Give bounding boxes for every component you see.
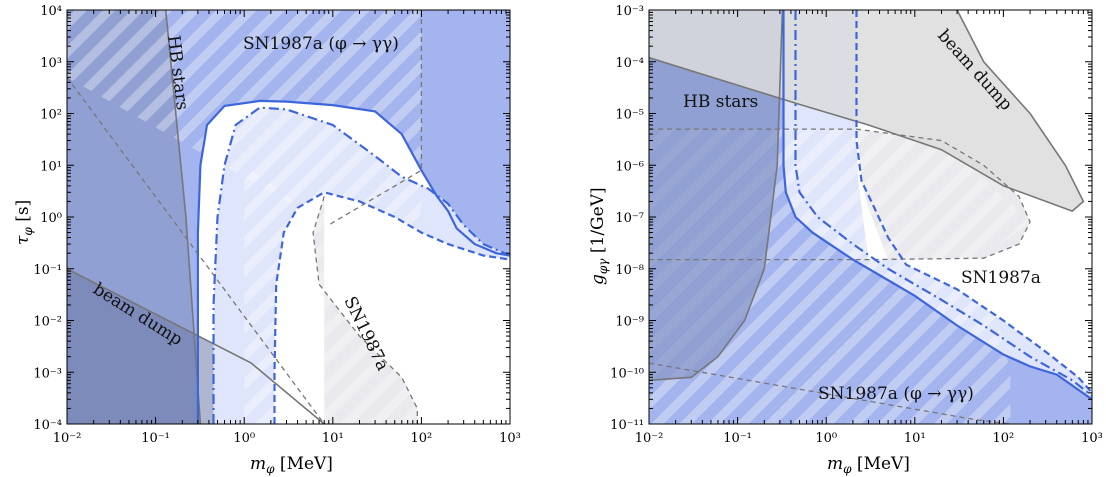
dashdot-sensitivity-curve [212, 106, 510, 424]
hatched-region-sn1987a-cooling [244, 165, 422, 424]
sn1987a-cooling-boundary [312, 196, 418, 424]
right-y-tick-label: 10⁻⁷ [615, 211, 644, 226]
left-y-tick-label: 10⁻⁴ [33, 418, 62, 433]
left-x-tick-label: 10⁰ [233, 431, 255, 446]
right-y-tick-label: 10⁻⁹ [615, 315, 644, 330]
annot-hb-stars: HB stars [683, 92, 758, 112]
beam-dump-boundary [67, 268, 325, 424]
left-y-tick-label: 10³ [40, 56, 62, 71]
right-axis-ticks: 10⁻² 10⁻¹ 10⁰ 10¹ 10² 10³ 10⁻¹¹ 10⁻¹⁰ 10⁻⁹ 10⁻⁸ 10… [610, 4, 1103, 446]
left-x-tick-label: 10⁻¹ [141, 431, 170, 446]
left-x-tick-label: 10³ [499, 431, 521, 446]
left-y-tick-label: 10¹ [40, 159, 62, 174]
annot-sn1987a-decay: SN1987a (φ → γγ) [243, 34, 399, 54]
beam-dump-region [649, 10, 1084, 212]
left-y-tick-label: 10⁰ [40, 211, 62, 226]
solid-sensitivity-curve [196, 99, 510, 424]
right-x-tick-label: 10⁻² [635, 431, 664, 446]
right-y-tick-label: 10⁻⁸ [615, 263, 644, 278]
left-y-tick-label: 10⁴ [40, 4, 62, 19]
left-y-tick-label: 10⁻² [33, 315, 62, 330]
right-y-tick-label: 10⁻⁵ [615, 108, 644, 123]
right-y-tick-label: 10⁻¹⁰ [610, 366, 644, 381]
dashdot-sensitivity-curve [794, 10, 1092, 397]
right-y-tick-label: 10⁻⁴ [615, 56, 644, 71]
left-y-tick-label: 10² [40, 108, 62, 123]
right-x-tick-label: 10³ [1081, 431, 1103, 446]
dashed-sensitivity-curve [855, 10, 1092, 394]
left-y-tick-label: 10⁻³ [33, 366, 62, 381]
right-y-axis-label: gφγ [1/GeV] [588, 187, 610, 285]
right-x-tick-label: 10⁰ [815, 431, 837, 446]
annot-sn1987a-cooling: SN1987a [961, 268, 1041, 288]
left-x-tick-label: 10⁻² [53, 431, 82, 446]
right-x-axis-label: mφ [MeV] [827, 454, 910, 476]
left-panel: 10⁻² 10⁻¹ 10⁰ 10¹ 10² 10³ 10⁻⁴ 10⁻³ 10⁻² 10⁻¹ 10⁰ 1… [13, 4, 521, 476]
right-x-tick-label: 10¹ [904, 431, 926, 446]
hb-stars-region [649, 10, 783, 381]
annot-sn1987a-decay: SN1987a (φ → γγ) [818, 384, 974, 404]
right-y-tick-label: 10⁻¹¹ [610, 418, 644, 433]
beam-dump-boundary [649, 10, 1085, 213]
left-y-tick-label: 10⁻¹ [33, 263, 62, 278]
right-x-tick-label: 10⁻¹ [723, 431, 752, 446]
right-panel: 10⁻² 10⁻¹ 10⁰ 10¹ 10² 10³ 10⁻¹¹ 10⁻¹⁰ 10⁻⁹ 10⁻⁸ 10… [588, 4, 1103, 476]
solid-sensitivity-curve [782, 10, 1092, 401]
left-axis-ticks: 10⁻² 10⁻¹ 10⁰ 10¹ 10² 10³ 10⁻⁴ 10⁻³ 10⁻² 10⁻¹ 10⁰ 1… [33, 4, 521, 446]
right-x-tick-label: 10² [993, 431, 1015, 446]
left-x-axis-label: mφ [MeV] [250, 454, 333, 476]
dashed-sensitivity-curve [273, 191, 510, 424]
right-y-tick-label: 10⁻⁶ [615, 159, 644, 174]
left-x-tick-label: 10² [411, 431, 433, 446]
left-y-axis-label: τφ [s] [13, 200, 35, 245]
hb-stars-boundary [649, 10, 784, 382]
right-y-tick-label: 10⁻³ [615, 4, 644, 19]
hatched-region-sn1987a-decay [67, 10, 422, 225]
hb-stars-boundary [164, 10, 202, 424]
left-x-tick-label: 10¹ [322, 431, 344, 446]
